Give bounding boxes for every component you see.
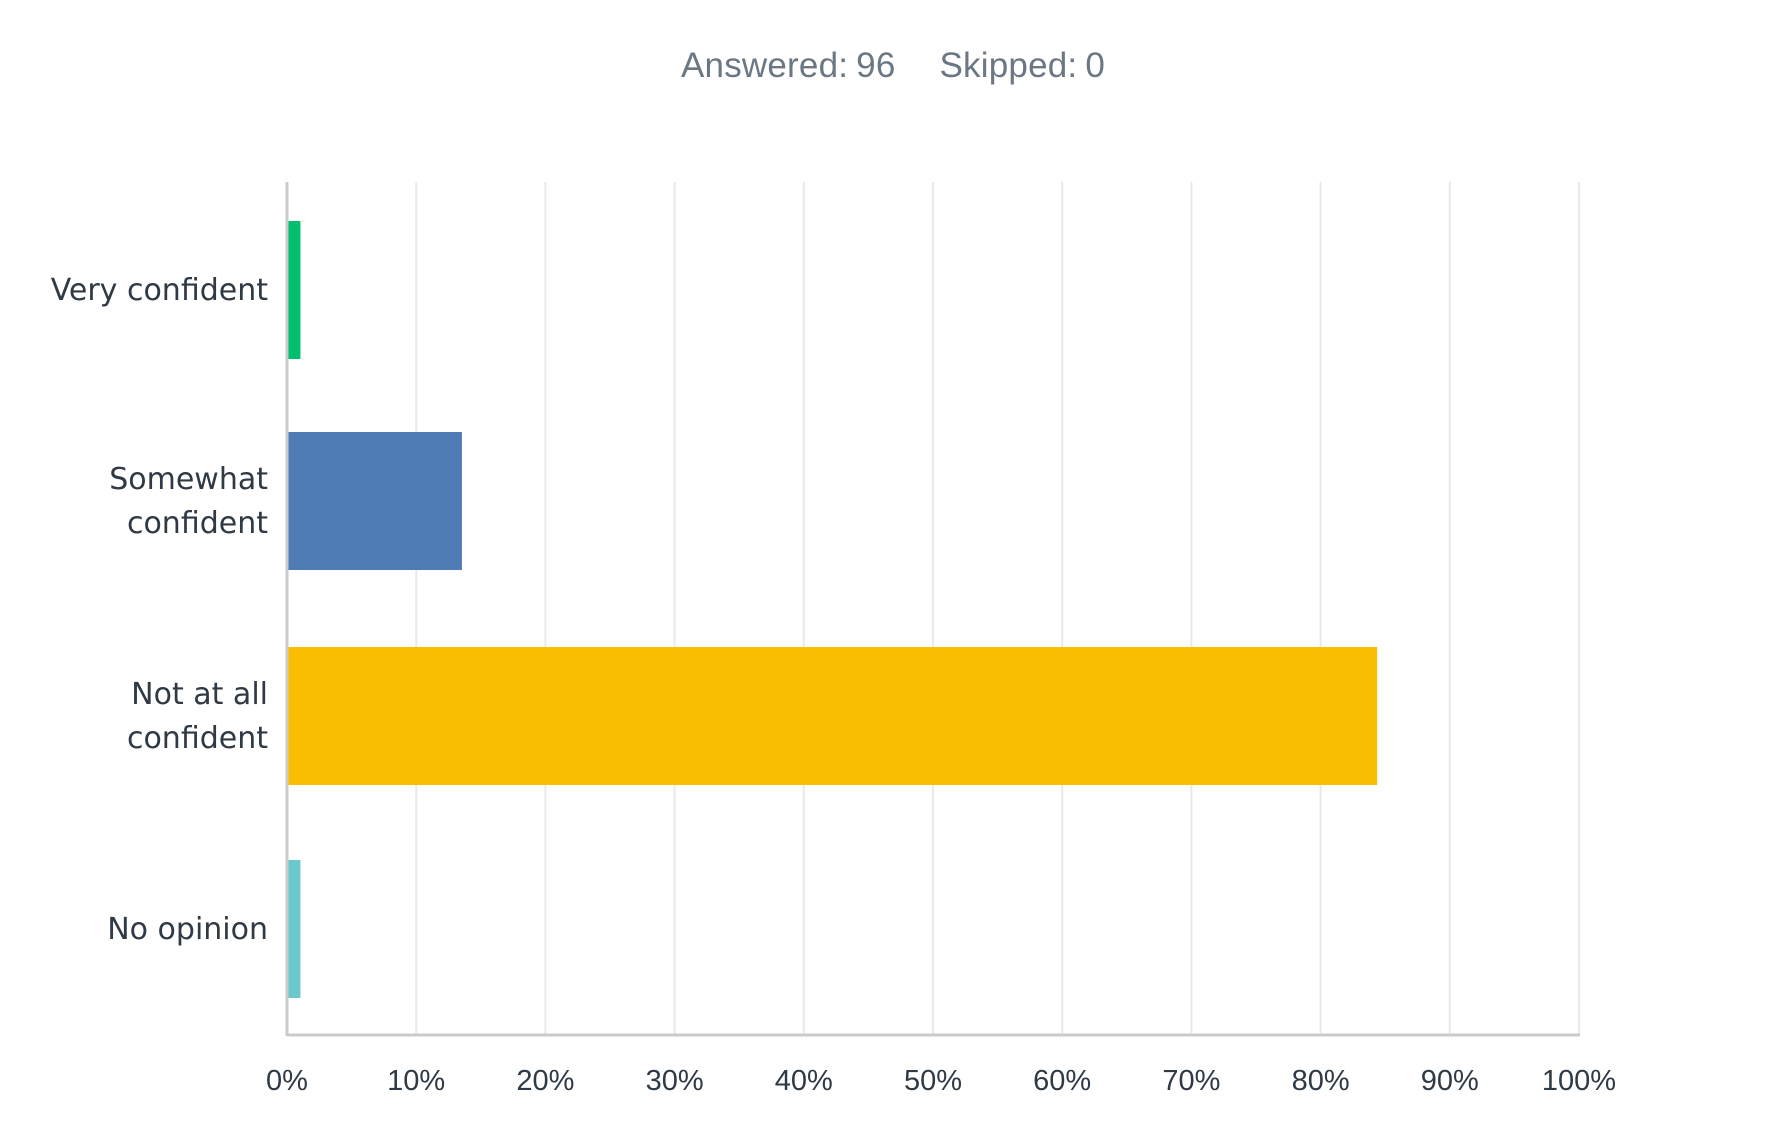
bar[interactable] — [287, 860, 301, 998]
x-tick-label: 80% — [1292, 1065, 1350, 1097]
bar[interactable] — [287, 221, 301, 359]
x-tick-label: 70% — [1162, 1065, 1220, 1097]
category-label-line: Not at all — [131, 677, 268, 712]
gridlines — [415, 182, 1580, 1035]
skipped-label: Skipped: — [939, 46, 1078, 85]
skipped-stat: Skipped: 0 — [940, 46, 1105, 86]
bars — [287, 221, 1378, 998]
answered-stat: Answered: 96 — [681, 46, 896, 86]
category-label-line: confident — [127, 506, 268, 541]
category-label-line: No opinion — [107, 912, 268, 947]
skipped-count: 0 — [1085, 46, 1105, 85]
x-tick-label: 20% — [516, 1065, 574, 1097]
category-label: No opinion — [107, 912, 268, 947]
x-tick-label: 90% — [1421, 1065, 1479, 1097]
x-tick-label: 0% — [266, 1065, 308, 1097]
category-label-line: Very confident — [51, 273, 269, 308]
x-tick-label: 60% — [1033, 1065, 1091, 1097]
answered-label: Answered: — [681, 46, 849, 85]
x-tick-label: 100% — [1542, 1065, 1616, 1097]
category-label: Very confident — [51, 273, 269, 308]
x-tick-label: 10% — [387, 1065, 445, 1097]
axes — [285, 182, 1580, 1037]
category-label: Not at all confident — [127, 677, 268, 756]
x-tick-label: 50% — [904, 1065, 962, 1097]
bar[interactable] — [287, 647, 1378, 785]
answered-count: 96 — [856, 46, 896, 85]
x-tick-labels: 0% 10% 20% 30% 40% 50% 60% 70% 80% 90% 100% — [266, 1065, 1616, 1097]
category-label-line: confident — [127, 721, 268, 756]
x-tick-label: 30% — [646, 1065, 704, 1097]
category-label: Somewhat confident — [109, 462, 268, 541]
bar[interactable] — [287, 432, 462, 570]
category-label-line: Somewhat — [109, 462, 268, 497]
x-tick-label: 40% — [775, 1065, 833, 1097]
response-summary: Answered: 96 Skipped: 0 — [0, 46, 1786, 86]
